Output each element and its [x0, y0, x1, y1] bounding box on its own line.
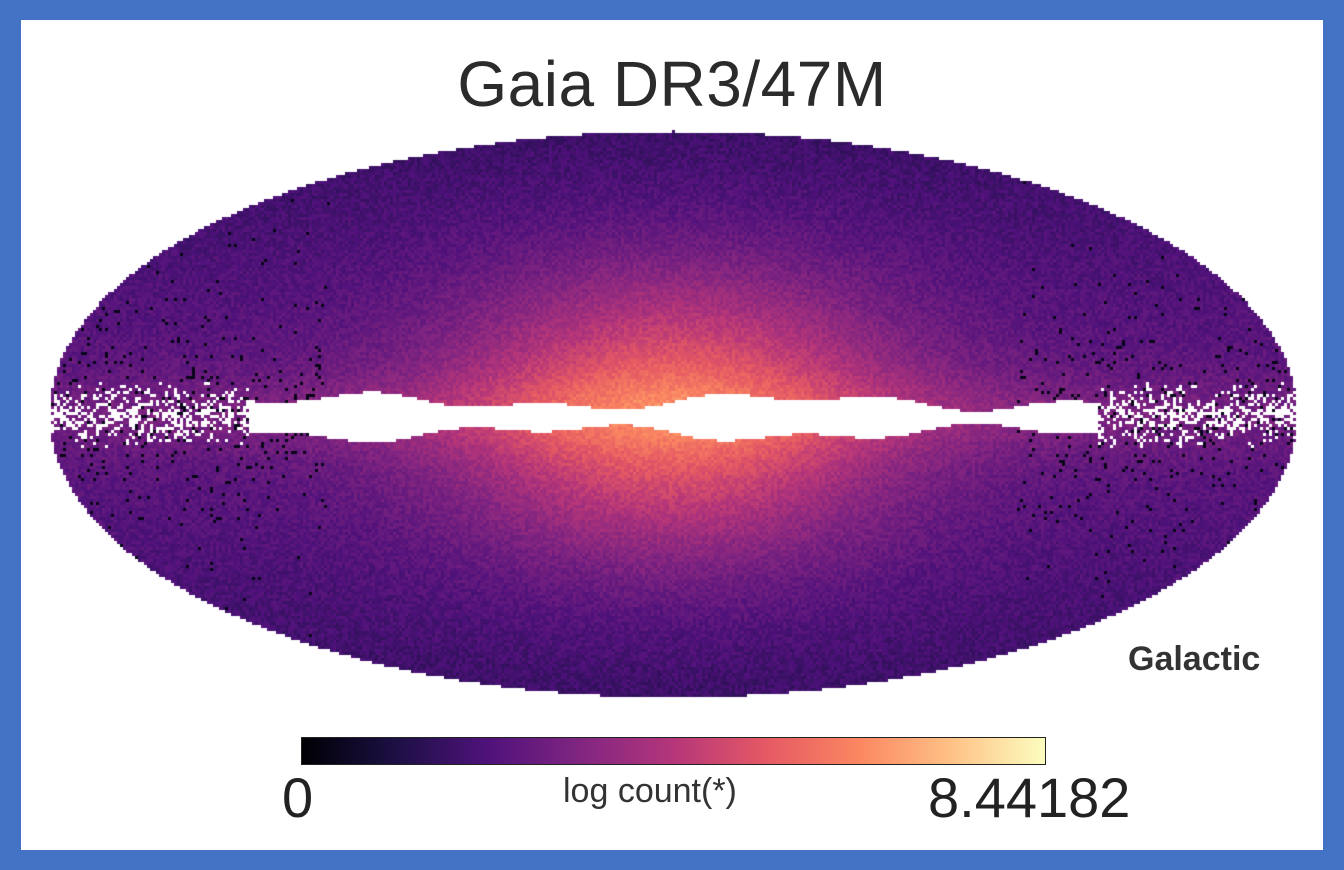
chart-title: Gaia DR3/47M: [457, 48, 887, 120]
colorbar-max-label: 8.44182: [928, 766, 1131, 829]
colorbar-label: log count(*): [563, 772, 737, 810]
coordinate-system-label: Galactic: [1128, 640, 1261, 678]
colorbar-min-label: 0: [282, 766, 314, 829]
colorbar: [301, 737, 1046, 765]
